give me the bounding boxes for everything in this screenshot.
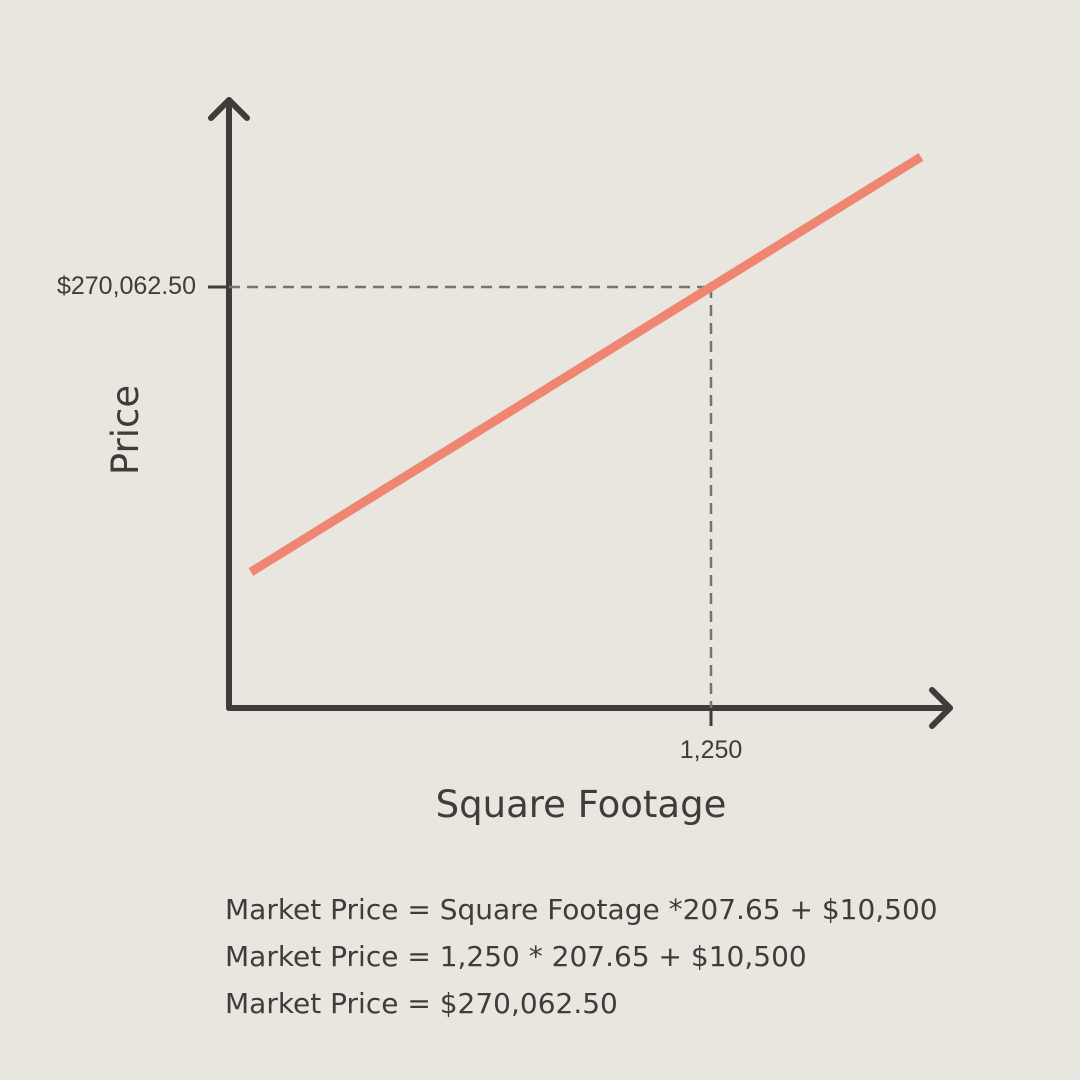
y-tick-label: $270,062.50 — [57, 272, 196, 300]
formula-line-general: Market Price = Square Footage *207.65 + … — [225, 886, 938, 933]
x-tick-label: 1,250 — [680, 736, 743, 764]
series-layer — [251, 157, 921, 572]
guide-lines — [229, 287, 711, 708]
chart-axes — [208, 100, 950, 726]
x-axis-title: Square Footage — [436, 783, 727, 826]
y-axis-title: Price — [104, 385, 147, 475]
formula-block: Market Price = Square Footage *207.65 + … — [225, 886, 938, 1027]
formula-line-result: Market Price = $270,062.50 — [225, 980, 938, 1027]
price-trend-line — [251, 157, 921, 572]
formula-line-substituted: Market Price = 1,250 * 207.65 + $10,500 — [225, 933, 938, 980]
